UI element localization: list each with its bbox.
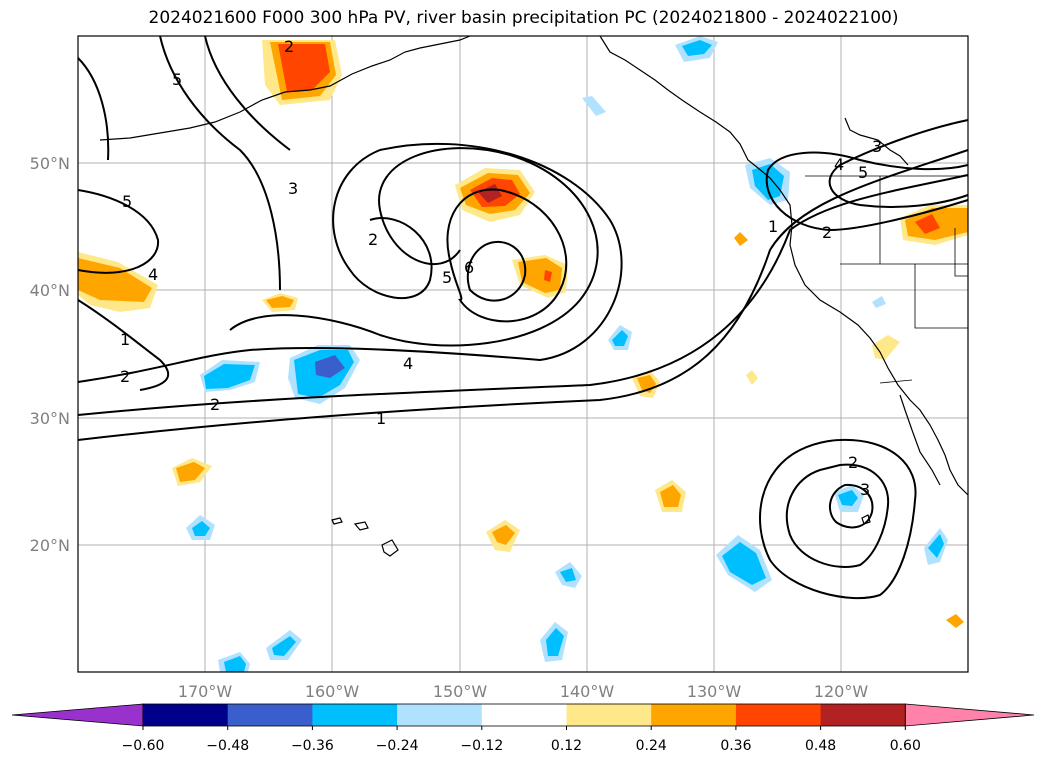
contour-label: 3: [860, 480, 870, 499]
precip-blob: [928, 534, 944, 558]
precip-blob: [682, 40, 712, 56]
contour-label: 5: [172, 70, 182, 89]
precip-blob: [176, 462, 205, 482]
colorbar-extend-high: [904, 703, 1035, 727]
precip-blob: [612, 330, 628, 346]
negative-precip-shading: [186, 36, 948, 672]
contour-labels: 5 3 2 5 4 1 2 2 1 4 6 5 2 4 3 5 1 2 2 3: [120, 37, 882, 499]
lon-label-150w: 150°W: [433, 682, 488, 701]
colorbar-tick-label: 0.12: [551, 738, 582, 754]
colorbar-tick-label: 0.60: [890, 738, 921, 754]
colorbar-segment: [481, 704, 567, 726]
lon-label-120w: 120°W: [814, 682, 869, 701]
colorbar-segment: [143, 704, 229, 726]
lat-label-30n: 30°N: [30, 409, 70, 428]
precip-blob: [546, 628, 564, 656]
precip-blob: [224, 656, 246, 672]
colorbar-tick-label: 0.36: [720, 738, 751, 754]
precip-blob: [734, 232, 748, 246]
precip-blob: [266, 296, 294, 308]
colorbar-outline: [142, 703, 906, 727]
colorbar-tick-label: 0.48: [805, 738, 836, 754]
positive-precip-shading: [78, 40, 968, 628]
colorbar-tick-label: −0.60: [122, 738, 165, 754]
colorbar-tick-label: −0.48: [206, 738, 249, 754]
contour-label: 4: [834, 155, 844, 174]
longitude-labels: 170°W 160°W 150°W 140°W 130°W 120°W: [178, 682, 869, 701]
precip-blob: [192, 521, 210, 536]
contour-label: 2: [822, 223, 832, 242]
map-title: 2024021600 F000 300 hPa PV, river basin …: [148, 8, 899, 28]
precip-blob: [78, 258, 152, 302]
precip-blob: [204, 364, 255, 389]
lat-label-40n: 40°N: [30, 281, 70, 300]
political-borders: [805, 175, 968, 384]
lon-label-130w: 130°W: [687, 682, 742, 701]
precip-blob: [872, 296, 886, 308]
pv-contours: [77, 35, 969, 599]
precip-blob: [915, 214, 940, 234]
contour-label: 1: [376, 409, 386, 428]
colorbar-segment: [312, 704, 398, 726]
coastlines: [99, 35, 969, 557]
precip-blob: [315, 355, 345, 378]
contour-label: 2: [368, 230, 378, 249]
contour-label: 2: [848, 453, 858, 472]
precip-blob: [838, 490, 858, 506]
colorbar-tick-label: −0.12: [460, 738, 503, 754]
contour-label: 3: [288, 179, 298, 198]
colorbar-segment: [227, 704, 313, 726]
precip-blob: [660, 485, 681, 507]
contour-label: 2: [120, 367, 130, 386]
colorbar-segment: [566, 704, 652, 726]
gridlines: [78, 36, 968, 672]
contour-label: 5: [122, 192, 132, 211]
contour-label: 2: [210, 395, 220, 414]
precip-blob: [946, 614, 964, 628]
lon-label-140w: 140°W: [560, 682, 615, 701]
contour-label: 4: [403, 354, 413, 373]
contour-label: 2: [284, 37, 294, 56]
precip-blob: [722, 542, 766, 585]
colorbar-tick-label: 0.24: [636, 738, 667, 754]
precip-blob: [560, 568, 576, 582]
precip-blob: [278, 44, 330, 92]
precip-blob: [492, 525, 515, 545]
colorbar: −0.60 −0.48 −0.36 −0.24 −0.12 0.12 0.24 0.36 0.4…: [11, 703, 1035, 754]
precip-blob: [746, 370, 758, 385]
colorbar-extend-low: [11, 703, 144, 727]
precip-blob: [272, 636, 296, 656]
colorbar-tick-label: −0.36: [291, 738, 334, 754]
map-frame: [77, 35, 969, 673]
colorbar-segment: [397, 704, 483, 726]
colorbar-segment: [651, 704, 737, 726]
contour-label: 4: [148, 265, 158, 284]
contour-label: 3: [872, 137, 882, 156]
lon-label-170w: 170°W: [178, 682, 233, 701]
precip-blob: [544, 270, 552, 282]
precip-blob: [582, 96, 606, 116]
lat-label-50n: 50°N: [30, 154, 70, 173]
lon-label-160w: 160°W: [305, 682, 360, 701]
colorbar-tick-label: −0.24: [376, 738, 419, 754]
precip-blob: [518, 258, 562, 293]
colorbar-segment: [735, 704, 822, 726]
lat-label-20n: 20°N: [30, 536, 70, 555]
precip-blob: [752, 164, 784, 200]
precip-blob: [872, 335, 900, 360]
latitude-labels: 50°N 40°N 30°N 20°N: [30, 154, 70, 555]
colorbar-segment: [820, 704, 906, 726]
contour-label: 6: [464, 258, 474, 277]
contour-label: 1: [120, 330, 130, 349]
contour-label: 1: [768, 217, 778, 236]
contour-label: 5: [858, 163, 868, 182]
contour-label: 5: [442, 268, 452, 287]
